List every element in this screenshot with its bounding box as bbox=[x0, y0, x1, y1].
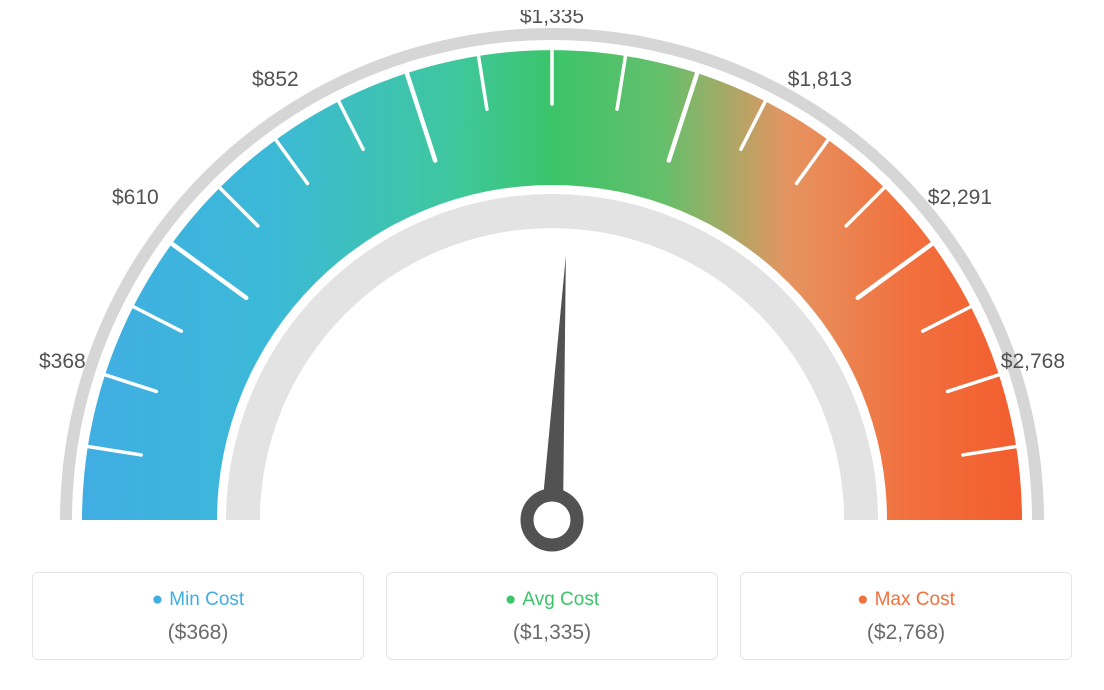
needle bbox=[541, 255, 566, 520]
legend-title-text: Max Cost bbox=[875, 589, 955, 610]
cost-gauge: $368 $610 $852 $1,335 $1,813 $2,291 $2,768 bbox=[32, 10, 1072, 570]
legend-title-text: Avg Cost bbox=[522, 589, 599, 610]
scale-label: $2,291 bbox=[928, 186, 992, 209]
legend-card: ● Min Cost ($368) bbox=[32, 572, 364, 660]
legend-dot-icon: ● bbox=[857, 589, 868, 610]
legend-title: ● Avg Cost bbox=[397, 589, 707, 611]
legend-row: ● Min Cost ($368) ● Avg Cost ($1,335) ● Max Cos… bbox=[32, 572, 1072, 660]
scale-label: $852 bbox=[252, 68, 299, 91]
gauge-svg: $368 $610 $852 $1,335 $1,813 $2,291 $2,768 bbox=[32, 10, 1072, 570]
legend-value: ($2,768) bbox=[751, 621, 1061, 645]
legend-title-text: Min Cost bbox=[169, 589, 244, 610]
scale-label: $1,335 bbox=[520, 10, 584, 28]
legend-dot-icon: ● bbox=[505, 589, 516, 610]
legend-title: ● Max Cost bbox=[751, 589, 1061, 611]
legend-dot-icon: ● bbox=[152, 589, 163, 610]
legend-card: ● Avg Cost ($1,335) bbox=[386, 572, 718, 660]
legend-value: ($368) bbox=[43, 621, 353, 645]
scale-label: $2,768 bbox=[1001, 350, 1065, 373]
scale-label: $368 bbox=[39, 350, 86, 373]
legend-title: ● Min Cost bbox=[43, 589, 353, 611]
scale-label: $610 bbox=[112, 186, 159, 209]
scale-label: $1,813 bbox=[788, 68, 852, 91]
legend-card: ● Max Cost ($2,768) bbox=[740, 572, 1072, 660]
needle-hub bbox=[527, 495, 577, 545]
legend-value: ($1,335) bbox=[397, 621, 707, 645]
